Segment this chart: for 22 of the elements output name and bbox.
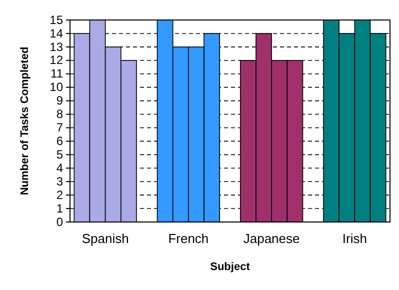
x-axis-title: Subject [210, 261, 250, 273]
y-tick-label: 9 [56, 94, 64, 108]
y-tick-label: 13 [50, 40, 64, 54]
x-tick-label: Spanish [82, 231, 129, 246]
y-tick-label: 11 [50, 66, 64, 81]
y-tick-label: 5 [56, 148, 64, 162]
y-tick-label: 15 [50, 12, 64, 27]
x-tick-label: Japanese [243, 231, 300, 246]
y-tick-label: 10 [50, 80, 64, 94]
x-tick-label: Irish [342, 231, 367, 246]
y-tick-label: 14 [50, 26, 64, 40]
y-tick-label: 0 [56, 214, 64, 229]
y-tick-label: 8 [56, 107, 64, 122]
x-tick-label: French [168, 231, 209, 246]
y-axis-title: Number of Tasks Completed [19, 46, 31, 196]
y-tick-label: 6 [56, 134, 64, 148]
y-tick-label: 1 [56, 201, 64, 216]
y-tick-label: 3 [56, 174, 64, 188]
y-tick-label: 4 [56, 160, 64, 175]
y-tick-label: 12 [50, 53, 64, 68]
y-tick-label: 7 [56, 120, 64, 135]
y-tick-label: 2 [56, 188, 64, 202]
